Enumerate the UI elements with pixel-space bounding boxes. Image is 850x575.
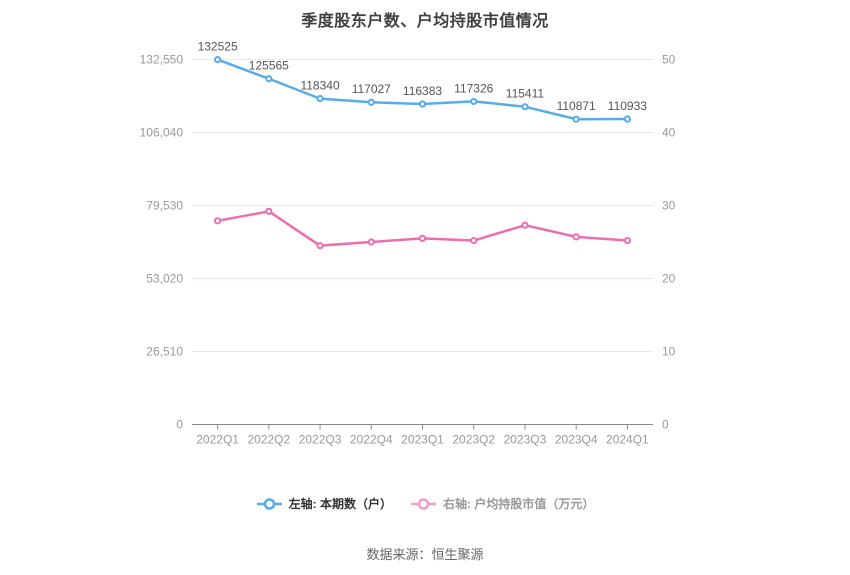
data-point[interactable] <box>418 234 427 242</box>
data-label: 110933 <box>608 99 647 113</box>
data-point[interactable] <box>367 238 375 246</box>
data-point[interactable] <box>623 115 631 123</box>
x-axis-label: 2023Q2 <box>452 433 495 447</box>
data-point[interactable] <box>470 236 478 245</box>
legend-item-market-value[interactable]: 右轴: 户均持股市值（万元） <box>410 495 594 512</box>
x-axis-label: 2022Q2 <box>247 433 290 447</box>
data-point[interactable] <box>521 221 529 229</box>
line-marker-icon <box>256 497 282 510</box>
right-axis-tick-label: 0 <box>662 418 669 432</box>
right-axis-tick-label: 30 <box>662 199 676 213</box>
data-label: 132525 <box>198 40 238 54</box>
data-point[interactable] <box>316 242 324 250</box>
data-label: 117326 <box>454 81 493 95</box>
legend-label-market-value: 右轴: 户均持股市值（万元） <box>443 497 595 511</box>
data-label: 115411 <box>506 87 545 101</box>
data-label: 110871 <box>557 99 596 113</box>
x-axis-label: 2022Q1 <box>196 433 239 447</box>
x-axis-label: 2024Q1 <box>606 433 649 447</box>
data-source-note: 数据来源：恒生聚源 <box>366 547 484 562</box>
x-axis-label: 2023Q4 <box>555 433 598 447</box>
data-point[interactable] <box>470 97 478 106</box>
x-axis-label: 2022Q4 <box>350 433 393 447</box>
legend-item-shareholders[interactable]: 左轴: 本期数（户） <box>256 495 392 512</box>
data-point[interactable] <box>572 233 580 241</box>
chart-canvas: 0 0 26,510 10 53,020 20 79,530 30 106,040 40 132,5… <box>140 40 676 447</box>
data-point[interactable] <box>623 236 631 245</box>
data-point[interactable] <box>265 207 273 215</box>
x-axis-label: 2023Q3 <box>504 433 547 447</box>
data-point[interactable] <box>265 75 273 83</box>
right-axis-tick-label: 50 <box>662 53 676 67</box>
data-point[interactable] <box>214 55 222 64</box>
data-point[interactable] <box>572 115 580 123</box>
data-point[interactable] <box>214 217 222 225</box>
data-point[interactable] <box>316 95 324 103</box>
data-label: 116383 <box>403 84 442 98</box>
legend-label-shareholders: 左轴: 本期数（户） <box>288 497 392 511</box>
data-point[interactable] <box>367 98 375 106</box>
left-axis-tick-label: 79,530 <box>146 199 183 213</box>
left-axis-tick-label: 0 <box>176 418 183 432</box>
data-point[interactable] <box>521 103 529 111</box>
x-axis-label: 2023Q1 <box>401 433 444 447</box>
legend: 左轴: 本期数（户） 右轴: 户均持股市值（万元） <box>0 495 850 512</box>
left-axis-tick-label: 132,550 <box>140 53 184 67</box>
line-marker-icon <box>411 497 436 510</box>
data-label: 117027 <box>352 82 391 96</box>
chart-title: 季度股东户数、户均持股市值情况 <box>301 13 549 30</box>
x-axis-label: 2022Q3 <box>299 433 342 447</box>
data-label: 125565 <box>249 59 289 73</box>
left-axis-tick-label: 106,040 <box>140 126 184 140</box>
data-point[interactable] <box>418 100 427 108</box>
right-axis-tick-label: 10 <box>662 345 676 359</box>
left-axis-tick-label: 53,020 <box>146 272 183 286</box>
right-axis-tick-label: 20 <box>662 272 676 286</box>
data-label: 118340 <box>300 79 339 93</box>
right-axis-tick-label: 40 <box>662 126 676 140</box>
left-axis-tick-label: 26,510 <box>146 345 183 359</box>
